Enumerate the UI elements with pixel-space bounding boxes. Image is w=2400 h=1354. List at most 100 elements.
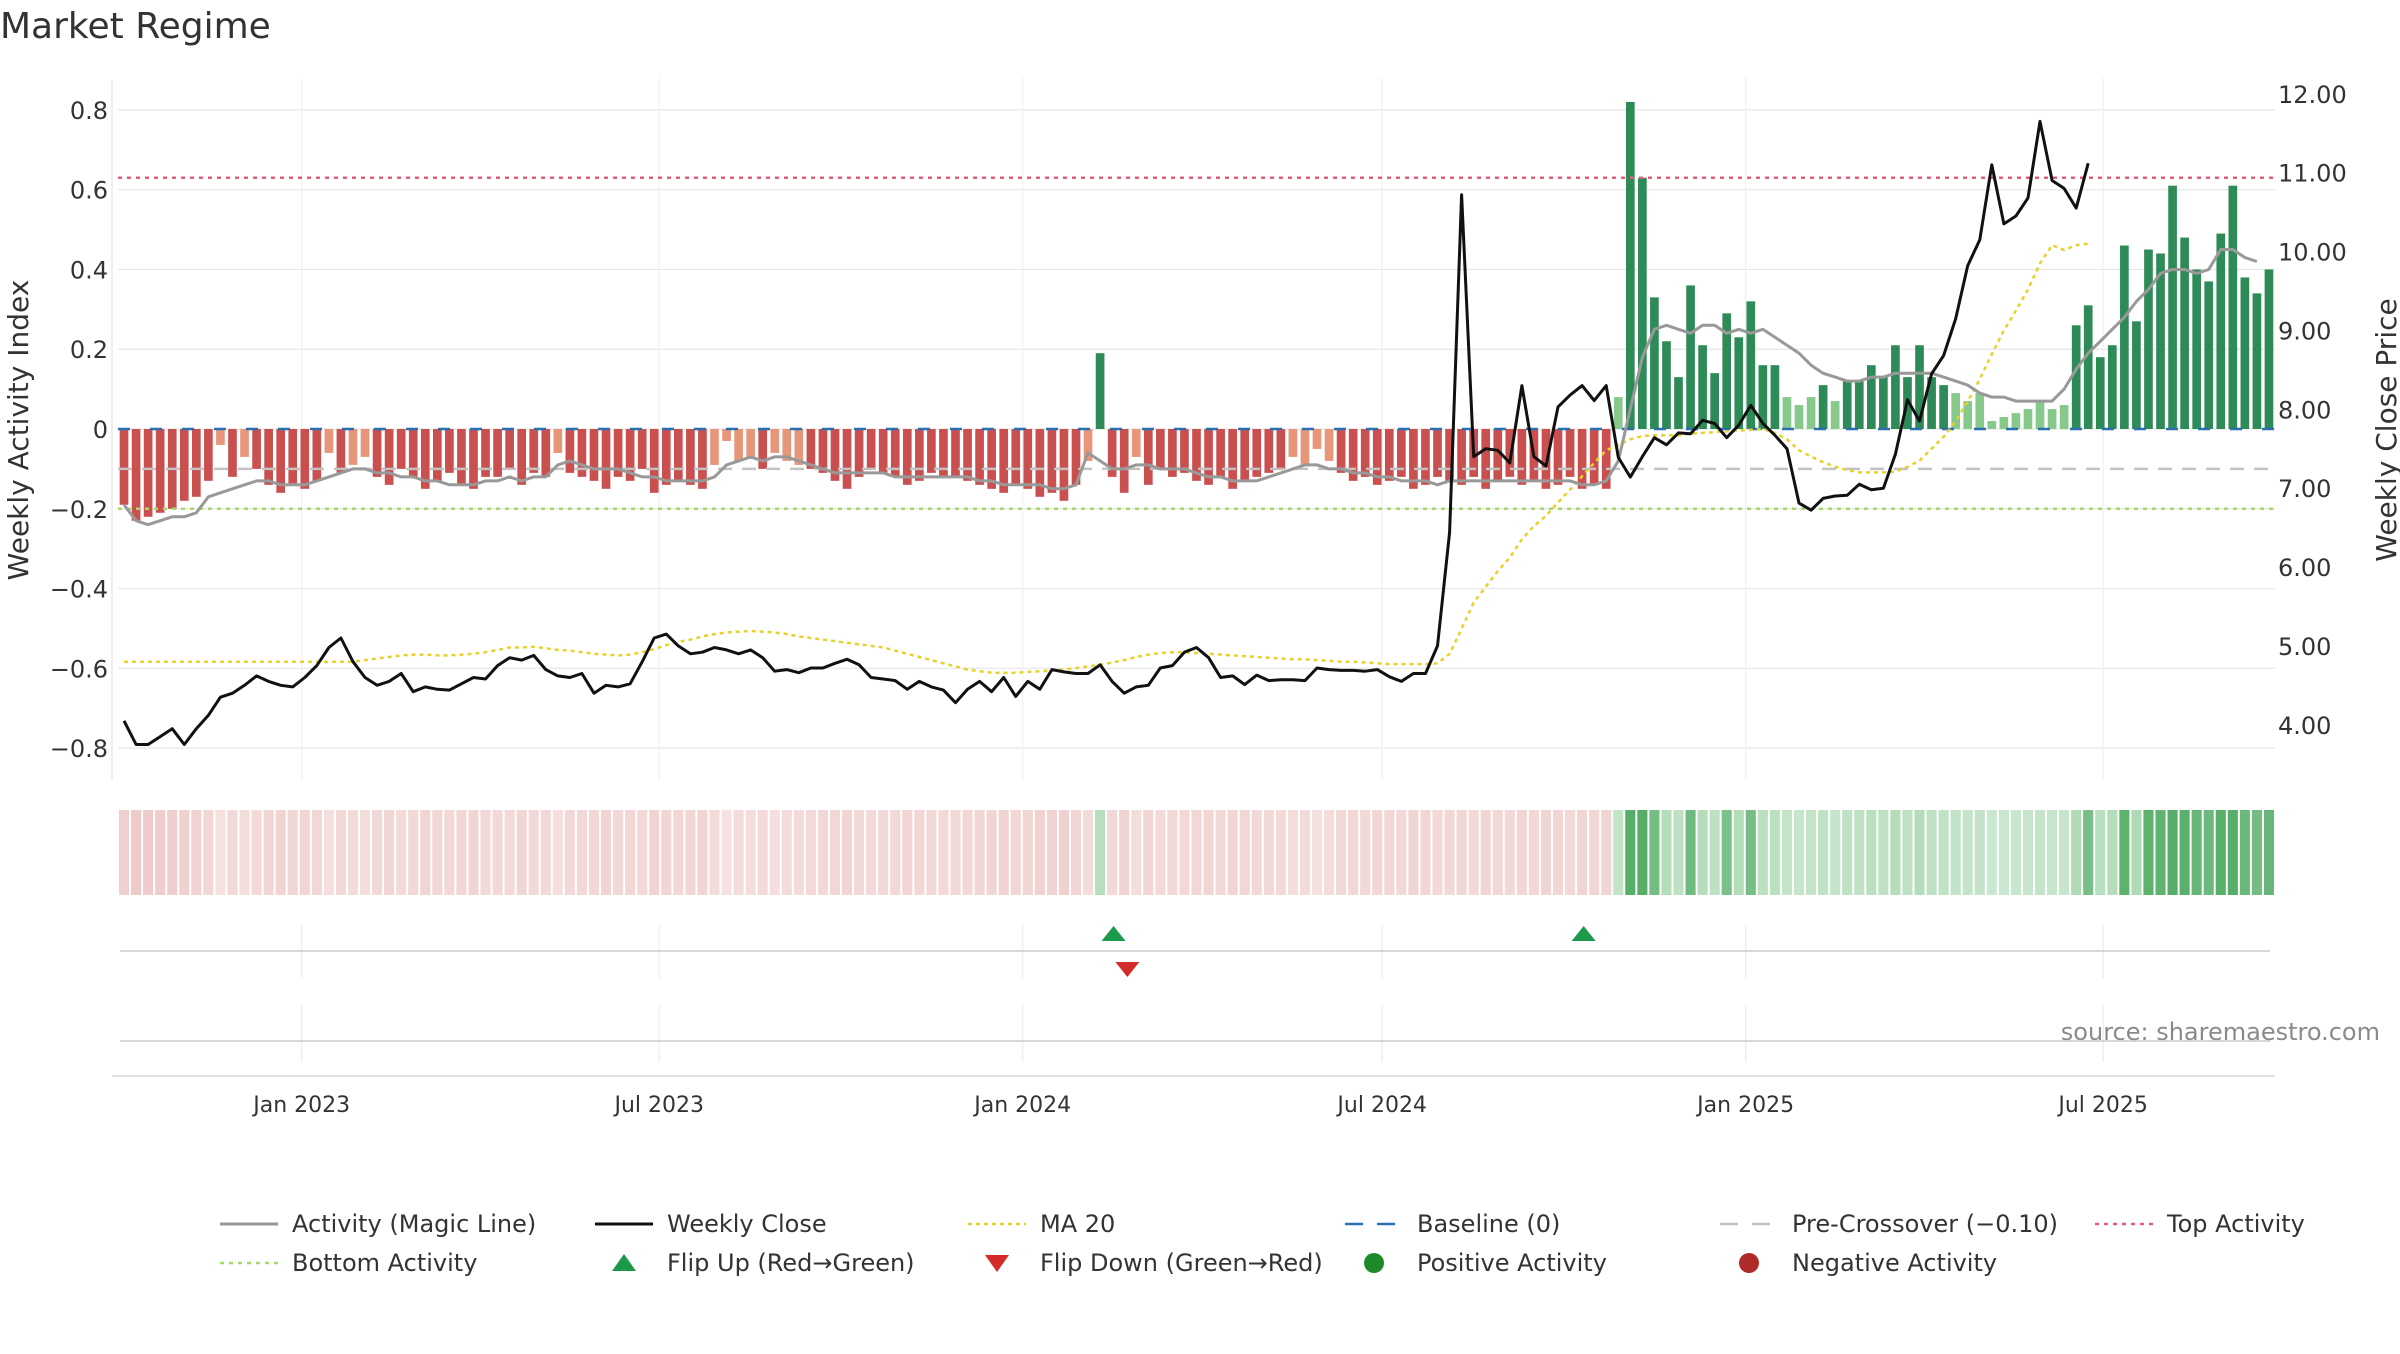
activity-bar xyxy=(1806,397,1816,429)
regime-cell xyxy=(2083,810,2094,895)
regime-cell xyxy=(625,810,636,895)
regime-cell xyxy=(1468,810,1479,895)
activity-bars-layer xyxy=(119,101,2274,521)
regime-cell xyxy=(1661,810,1672,895)
regime-cell xyxy=(1143,810,1154,895)
activity-bar xyxy=(1517,429,1527,485)
regime-cell xyxy=(239,810,250,895)
regime-cell xyxy=(1818,810,1829,895)
regime-cell xyxy=(335,810,346,895)
activity-bar xyxy=(999,429,1009,493)
activity-bar xyxy=(1360,429,1370,477)
source-note: source: sharemaestro.com xyxy=(2061,1018,2380,1046)
activity-bar xyxy=(2132,321,2141,429)
regime-cell xyxy=(866,810,877,895)
regime-cell xyxy=(793,810,804,895)
activity-bar xyxy=(360,429,370,457)
regime-cell xyxy=(1649,810,1660,895)
y2-tick-label: 12.00 xyxy=(2278,81,2347,109)
activity-bar xyxy=(1686,285,1695,429)
regime-cell xyxy=(227,810,238,895)
regime-cell xyxy=(2263,810,2275,895)
activity-bar xyxy=(2168,185,2177,429)
activity-bar xyxy=(1782,397,1792,429)
legend-item: Positive Activity xyxy=(1364,1249,1607,1277)
activity-bar xyxy=(1397,429,1406,477)
flip-up-marker xyxy=(1101,926,1126,941)
regime-cell xyxy=(1155,810,1166,895)
activity-bar xyxy=(746,429,755,457)
regime-cell xyxy=(528,810,539,895)
regime-cell xyxy=(673,810,684,895)
regime-cell xyxy=(817,810,829,895)
regime-cell xyxy=(118,810,130,895)
regime-cell xyxy=(2203,810,2214,895)
y-tick-label: 0.4 xyxy=(70,256,108,284)
regime-cell xyxy=(1191,810,1202,895)
activity-bar xyxy=(1192,429,1201,481)
regime-cell xyxy=(1986,810,1997,895)
regime-cell xyxy=(287,810,298,895)
activity-bar xyxy=(1794,405,1804,429)
activity-bar xyxy=(866,429,876,469)
regime-cell xyxy=(1420,810,1431,895)
legend-swatch xyxy=(1739,1253,1759,1273)
regime-cell xyxy=(1878,810,1889,895)
regime-cell xyxy=(215,810,226,895)
activity-bar xyxy=(1746,301,1756,429)
regime-cell xyxy=(1589,810,1600,895)
regime-cell xyxy=(926,810,937,895)
activity-bar xyxy=(1324,429,1334,461)
regime-cell xyxy=(1866,810,1877,895)
activity-bar xyxy=(1047,429,1057,493)
regime-cell xyxy=(902,810,913,895)
regime-cell xyxy=(1890,810,1901,895)
regime-cell xyxy=(1432,810,1443,895)
activity-bar xyxy=(1481,429,1491,489)
regime-cell xyxy=(1709,810,1720,895)
legend-swatch xyxy=(1364,1253,1384,1273)
activity-bar xyxy=(348,429,358,465)
regime-cell xyxy=(1372,810,1383,895)
regime-cell xyxy=(769,810,780,895)
regime-cell xyxy=(179,810,190,895)
regime-cell xyxy=(191,810,202,895)
regime-cell xyxy=(1022,810,1033,895)
legend-item: Activity (Magic Line) xyxy=(220,1210,536,1238)
axes-layer: −0.8 −0.6 −0.4 −0.2 0 0.2 0.4 0.6 0.8 4.00 5.00 6.0… xyxy=(50,80,2347,1118)
regime-cell xyxy=(950,810,961,895)
activity-bar xyxy=(300,429,310,489)
activity-bar xyxy=(951,429,960,477)
activity-bar xyxy=(758,429,768,469)
regime-cell xyxy=(372,810,383,895)
y2-tick-label: 9.00 xyxy=(2278,317,2331,345)
activity-bar xyxy=(1336,429,1346,473)
activity-bar xyxy=(1553,429,1563,485)
regime-cell xyxy=(1926,810,1937,895)
activity-bar xyxy=(2035,401,2045,429)
activity-bar xyxy=(2071,325,2081,429)
regime-cell xyxy=(649,810,660,895)
regime-strip-layer xyxy=(118,810,2275,895)
activity-bar xyxy=(216,429,225,445)
activity-bar xyxy=(1891,345,1900,429)
regime-cell xyxy=(1034,810,1045,895)
x-tick-label: Jan 2025 xyxy=(1695,1093,1794,1118)
regime-cell xyxy=(1179,810,1190,895)
activity-bar xyxy=(673,429,683,481)
activity-bar xyxy=(2083,305,2093,429)
regime-cell xyxy=(480,810,491,895)
activity-bar xyxy=(915,429,924,481)
activity-bar xyxy=(2216,233,2226,429)
regime-cell xyxy=(2227,810,2238,895)
activity-bar xyxy=(1734,337,1744,429)
activity-bar xyxy=(276,429,286,493)
regime-cell xyxy=(998,810,1009,895)
legend-label: Positive Activity xyxy=(1417,1249,1607,1277)
magic-line xyxy=(122,248,2258,527)
activity-bar xyxy=(1300,429,1310,465)
activity-bar xyxy=(1493,429,1503,481)
regime-cell xyxy=(143,810,154,895)
regime-cell xyxy=(600,810,612,895)
regime-cell xyxy=(1492,810,1503,895)
